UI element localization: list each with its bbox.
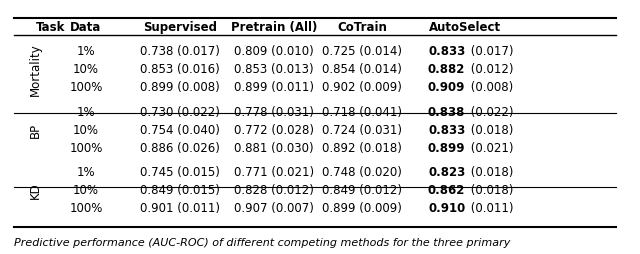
- Text: 0.849 (0.015): 0.849 (0.015): [140, 184, 220, 197]
- Text: 0.771 (0.021): 0.771 (0.021): [234, 166, 314, 179]
- Text: 0.899 (0.009): 0.899 (0.009): [322, 202, 402, 215]
- Text: (0.018): (0.018): [467, 166, 513, 179]
- Text: 0.725 (0.014): 0.725 (0.014): [322, 45, 402, 58]
- Text: 0.854 (0.014): 0.854 (0.014): [322, 63, 402, 76]
- Text: 0.778 (0.031): 0.778 (0.031): [234, 106, 314, 119]
- Text: 0.838: 0.838: [428, 106, 465, 119]
- Text: BP: BP: [29, 123, 42, 138]
- Text: 0.910: 0.910: [428, 202, 465, 215]
- Text: 0.730 (0.022): 0.730 (0.022): [140, 106, 220, 119]
- Text: 0.899 (0.008): 0.899 (0.008): [140, 81, 220, 94]
- Text: 0.724 (0.031): 0.724 (0.031): [322, 124, 402, 137]
- Text: 10%: 10%: [73, 124, 99, 137]
- Text: 0.738 (0.017): 0.738 (0.017): [140, 45, 220, 58]
- Text: 0.899: 0.899: [428, 142, 465, 155]
- Text: 0.754 (0.040): 0.754 (0.040): [140, 124, 220, 137]
- Text: 0.853 (0.016): 0.853 (0.016): [140, 63, 220, 76]
- Text: (0.021): (0.021): [467, 142, 513, 155]
- Text: CoTrain: CoTrain: [337, 21, 387, 34]
- Text: Mortality: Mortality: [29, 43, 42, 96]
- Text: 0.833: 0.833: [428, 45, 465, 58]
- Text: (0.018): (0.018): [467, 124, 513, 137]
- Text: AutoSelect: AutoSelect: [429, 21, 501, 34]
- Text: 0.862: 0.862: [428, 184, 465, 197]
- Text: 0.849 (0.012): 0.849 (0.012): [322, 184, 402, 197]
- Text: (0.012): (0.012): [467, 63, 513, 76]
- Text: 0.748 (0.020): 0.748 (0.020): [322, 166, 402, 179]
- Text: 10%: 10%: [73, 184, 99, 197]
- Text: 0.881 (0.030): 0.881 (0.030): [234, 142, 314, 155]
- Text: KD: KD: [29, 182, 42, 199]
- Text: (0.022): (0.022): [467, 106, 513, 119]
- Text: 10%: 10%: [73, 63, 99, 76]
- Text: 1%: 1%: [77, 106, 95, 119]
- Text: Task: Task: [36, 21, 65, 34]
- Text: (0.011): (0.011): [467, 202, 513, 215]
- Text: 100%: 100%: [69, 142, 102, 155]
- Text: 0.823: 0.823: [428, 166, 465, 179]
- Text: 0.907 (0.007): 0.907 (0.007): [234, 202, 314, 215]
- Text: 0.909: 0.909: [428, 81, 465, 94]
- Text: 0.853 (0.013): 0.853 (0.013): [234, 63, 314, 76]
- Text: 1%: 1%: [77, 166, 95, 179]
- Text: 0.772 (0.028): 0.772 (0.028): [234, 124, 314, 137]
- Text: 1%: 1%: [77, 45, 95, 58]
- Text: 100%: 100%: [69, 81, 102, 94]
- Text: (0.018): (0.018): [467, 184, 513, 197]
- Text: 0.833: 0.833: [428, 124, 465, 137]
- Text: Data: Data: [70, 21, 102, 34]
- Text: 0.718 (0.041): 0.718 (0.041): [322, 106, 402, 119]
- Text: 0.882: 0.882: [428, 63, 465, 76]
- Text: 0.899 (0.011): 0.899 (0.011): [234, 81, 314, 94]
- Text: 0.901 (0.011): 0.901 (0.011): [140, 202, 220, 215]
- Text: 0.809 (0.010): 0.809 (0.010): [234, 45, 314, 58]
- Text: (0.008): (0.008): [467, 81, 513, 94]
- Text: Pretrain (All): Pretrain (All): [231, 21, 317, 34]
- Text: Predictive performance (AUC-ROC) of different competing methods for the three pr: Predictive performance (AUC-ROC) of diff…: [14, 237, 510, 248]
- Text: Supervised: Supervised: [143, 21, 217, 34]
- Text: 100%: 100%: [69, 202, 102, 215]
- Text: 0.886 (0.026): 0.886 (0.026): [140, 142, 220, 155]
- Text: 0.828 (0.012): 0.828 (0.012): [234, 184, 314, 197]
- Text: 0.745 (0.015): 0.745 (0.015): [140, 166, 220, 179]
- Text: (0.017): (0.017): [467, 45, 513, 58]
- Text: 0.902 (0.009): 0.902 (0.009): [322, 81, 402, 94]
- Text: 0.892 (0.018): 0.892 (0.018): [322, 142, 402, 155]
